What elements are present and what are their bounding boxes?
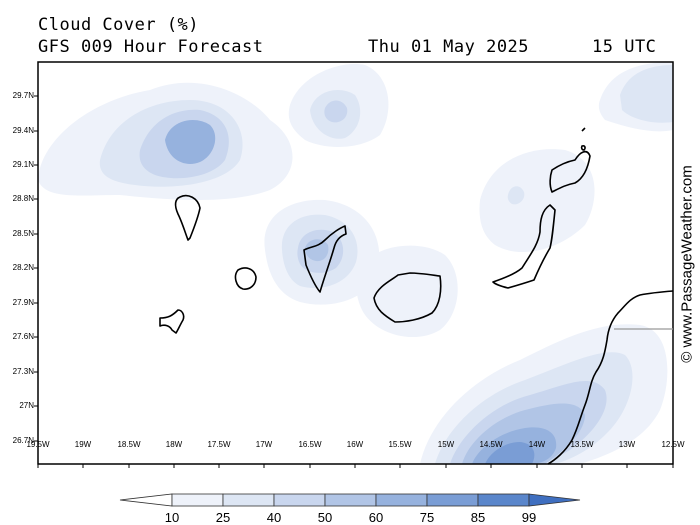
coastlines	[159, 127, 674, 465]
lat-label: 27.3N	[12, 367, 34, 376]
cloud-contour	[305, 239, 329, 262]
lon-label: 13W	[618, 440, 636, 449]
lon-label: 12.5W	[661, 440, 685, 449]
svg-text:© www.PassageWeather.com: © www.PassageWeather.com	[679, 165, 696, 363]
colorbar-label: 40	[266, 510, 282, 525]
lat-label: 29.1N	[12, 160, 34, 169]
lon-label: 17.5W	[207, 440, 231, 449]
colorbar-swatch	[528, 493, 581, 507]
colorbar-swatch	[222, 493, 275, 507]
lat-label: 27N	[19, 401, 34, 410]
lat-label: 28.8N	[12, 194, 34, 203]
lat-ticks	[34, 95, 38, 442]
cloud-cover-fill	[38, 62, 673, 464]
colorbar-swatch	[171, 493, 224, 507]
lat-label: 26.7N	[12, 436, 34, 445]
lon-label: 18W	[165, 440, 183, 449]
lon-label: 16.5W	[298, 440, 322, 449]
lat-label: 28.2N	[12, 263, 34, 272]
lon-label: 13.5W	[570, 440, 594, 449]
forecast-date: Thu 01 May 2025	[368, 37, 530, 57]
island-tenerife	[303, 225, 347, 293]
lon-label: 14.5W	[479, 440, 503, 449]
cloud-contour	[479, 149, 595, 253]
lon-label: 18.5W	[117, 440, 141, 449]
forecast-model: GFS 009 Hour Forecast	[38, 37, 264, 57]
cloud-contour	[356, 245, 458, 338]
lat-label: 29.7N	[12, 91, 34, 100]
colorbar-swatch	[119, 493, 173, 507]
island-gran-canaria	[373, 272, 442, 323]
lon-label: 15W	[437, 440, 455, 449]
cloud-contour	[620, 65, 673, 123]
lat-label: 27.6N	[12, 332, 34, 341]
forecast-time: 15 UTC	[592, 37, 657, 57]
credit-watermark: © www.PassageWeather.com	[679, 165, 696, 363]
lat-label: 27.9N	[12, 298, 34, 307]
colorbar-swatch	[375, 493, 428, 507]
lat-label: 29.4N	[12, 126, 34, 135]
cloud-contour	[507, 186, 525, 205]
colorbar-swatch	[324, 493, 377, 507]
colorbar-swatch	[273, 493, 326, 507]
lon-label: 15.5W	[388, 440, 412, 449]
colorbar-label: 60	[368, 510, 384, 525]
cloud-contour	[324, 100, 348, 123]
colorbar-label: 75	[419, 510, 435, 525]
island-la-palma	[174, 194, 201, 241]
african-coast	[547, 290, 674, 465]
lat-label: 28.5N	[12, 229, 34, 238]
island-la-gomera	[234, 267, 257, 290]
lon-label: 17W	[255, 440, 273, 449]
lon-label: 14W	[528, 440, 546, 449]
lon-label: 19W	[74, 440, 92, 449]
cloud-contour	[165, 120, 216, 164]
colorbar-swatch	[477, 493, 530, 507]
islet-north	[581, 127, 586, 132]
map-title: Cloud Cover (%)	[38, 15, 200, 35]
islet-alegranza	[580, 145, 586, 151]
island-el-hierro	[159, 309, 185, 334]
island-lanzarote	[549, 150, 591, 193]
lon-label: 16W	[346, 440, 364, 449]
colorbar-swatch	[426, 493, 479, 507]
colorbar-label: 50	[317, 510, 333, 525]
cloud-contour	[485, 442, 535, 464]
colorbar-label: 99	[521, 510, 537, 525]
lon-ticks	[37, 464, 674, 468]
colorbar-label: 10	[164, 510, 180, 525]
colorbar-label: 25	[215, 510, 231, 525]
lon-label: 19.5W	[26, 440, 50, 449]
island-fuerteventura	[492, 204, 556, 289]
colorbar-label: 85	[470, 510, 486, 525]
colorbar	[119, 493, 581, 507]
